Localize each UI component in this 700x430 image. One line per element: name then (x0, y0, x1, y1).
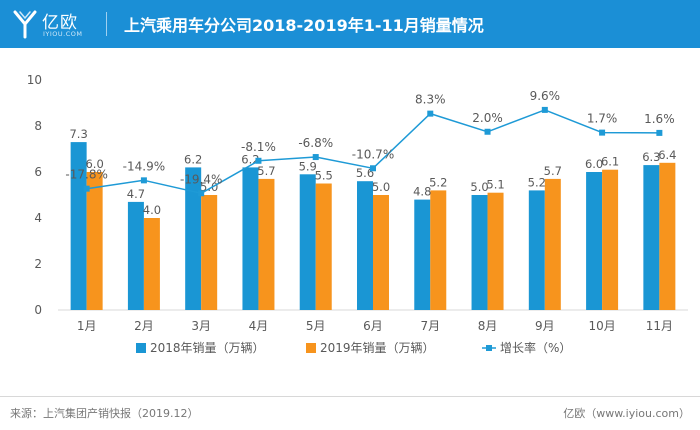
bar-2018 (471, 195, 488, 310)
bar-2019-label: 5.0 (372, 180, 390, 194)
growth-label: 2.0% (472, 111, 503, 125)
bar-2019-label: 6.4 (658, 148, 676, 162)
y-tick-label: 8 (34, 119, 42, 133)
growth-label: -17.8% (65, 168, 107, 182)
chart-canvas: 02468107.36.01月4.74.02月6.25.03月6.25.74月5… (27, 73, 688, 355)
x-tick-label: 2月 (134, 319, 154, 333)
growth-label: 9.6% (530, 89, 561, 103)
growth-label: 1.7% (587, 112, 618, 126)
x-tick-label: 11月 (646, 319, 673, 333)
bar-2018 (242, 167, 259, 310)
bar-2018 (357, 181, 373, 310)
legend-swatch-2018 (136, 343, 146, 353)
growth-point (255, 157, 262, 164)
bar-2019 (373, 195, 389, 310)
bar-2018-label: 6.3 (642, 150, 660, 164)
growth-point (140, 177, 147, 184)
header-divider (106, 12, 107, 36)
logo-text: 亿欧 (42, 13, 78, 33)
x-tick-label: 7月 (420, 319, 440, 333)
x-tick-label: 4月 (249, 319, 269, 333)
bar-2018 (643, 165, 660, 310)
bar-2018 (414, 199, 431, 310)
x-tick-label: 8月 (478, 319, 498, 333)
bar-2018-label: 4.8 (413, 185, 431, 199)
x-tick-label: 1月 (77, 319, 97, 333)
bar-2019-label: 4.0 (143, 203, 161, 217)
bar-2019-label: 5.2 (429, 175, 447, 189)
legend-label-2019: 2019年销量（万辆） (320, 341, 435, 355)
x-tick-label: 5月 (306, 319, 326, 333)
x-tick-label: 10月 (588, 319, 615, 333)
growth-point (427, 110, 434, 117)
logo-subtext: IYIOU.COM (43, 30, 83, 38)
growth-label: 8.3% (415, 93, 446, 107)
bar-2019 (659, 162, 676, 310)
source-note: 来源：上汽集团产销快报（2019.12） (10, 407, 199, 420)
bar-2019-label: 6.0 (85, 157, 103, 171)
growth-point (312, 154, 319, 161)
logo-mark-icon (13, 10, 37, 39)
bar-2018-label: 5.6 (356, 166, 374, 180)
growth-point (83, 185, 90, 192)
y-tick-label: 6 (34, 165, 42, 179)
bar-2019 (201, 195, 218, 310)
bar-2019 (86, 172, 103, 310)
bar-2018-label: 6.2 (184, 152, 202, 166)
legend-label-2018: 2018年销量（万辆） (150, 341, 265, 355)
bar-2019 (258, 178, 275, 310)
growth-label: -8.1% (241, 140, 276, 154)
credit-note: 亿欧（www.iyiou.com） (563, 407, 690, 420)
bar-2019-label: 6.1 (601, 155, 619, 169)
y-tick-label: 10 (27, 73, 42, 87)
chart-title: 上汽乘用车分公司2018-2019年1-11月销量情况 (124, 16, 484, 35)
bar-2018-label: 6.0 (585, 157, 603, 171)
growth-label: -14.9% (123, 159, 165, 173)
growth-point (198, 190, 205, 197)
bar-2018 (70, 142, 87, 310)
growth-label: -19.4% (180, 172, 222, 186)
bar-2019 (143, 218, 160, 310)
bar-2018 (127, 201, 144, 310)
x-tick-label: 6月 (363, 319, 383, 333)
x-tick-label: 3月 (191, 319, 211, 333)
bar-2019 (487, 192, 504, 310)
bar-2019-label: 5.0 (200, 180, 218, 194)
growth-point (541, 106, 548, 113)
growth-label: 1.6% (644, 112, 675, 126)
bar-2018-label: 5.9 (299, 159, 317, 173)
bar-2019 (430, 190, 447, 310)
bar-2019-label: 5.5 (315, 169, 333, 183)
legend-swatch-2019 (306, 343, 316, 353)
growth-point (599, 129, 606, 136)
bar-2018-label: 5.2 (528, 175, 546, 189)
footer-divider (0, 396, 700, 397)
bar-2018-label: 7.3 (69, 127, 87, 141)
bar-2018 (528, 190, 545, 310)
growth-point (370, 165, 376, 172)
legend-marker-growth (486, 345, 492, 351)
bar-2018-label: 4.7 (127, 187, 145, 201)
bar-2019 (602, 169, 619, 310)
bar-2018-label: 5.0 (470, 180, 488, 194)
growth-label: -10.7% (352, 147, 394, 161)
iyiou-logo[interactable]: 亿欧 IYIOU.COM (12, 4, 104, 44)
bar-2019-label: 5.1 (486, 178, 504, 192)
legend-label-growth: 增长率（%） (500, 340, 571, 355)
bar-2019 (315, 183, 332, 310)
bar-2018 (299, 174, 316, 310)
y-tick-label: 4 (34, 211, 42, 225)
bar-2018 (586, 172, 603, 310)
growth-point (484, 128, 491, 135)
growth-point (656, 129, 663, 136)
bar-2019 (544, 178, 561, 310)
y-tick-label: 0 (34, 303, 42, 317)
header-banner: 亿欧 IYIOU.COM 上汽乘用车分公司2018-2019年1-11月销量情况 (0, 0, 700, 48)
y-tick-label: 2 (34, 257, 42, 271)
growth-label: -6.8% (298, 136, 333, 150)
bar-2019-label: 5.7 (544, 164, 562, 178)
bar-2018 (185, 167, 202, 310)
bar-2019-label: 5.7 (257, 164, 275, 178)
x-tick-label: 9月 (535, 319, 555, 333)
